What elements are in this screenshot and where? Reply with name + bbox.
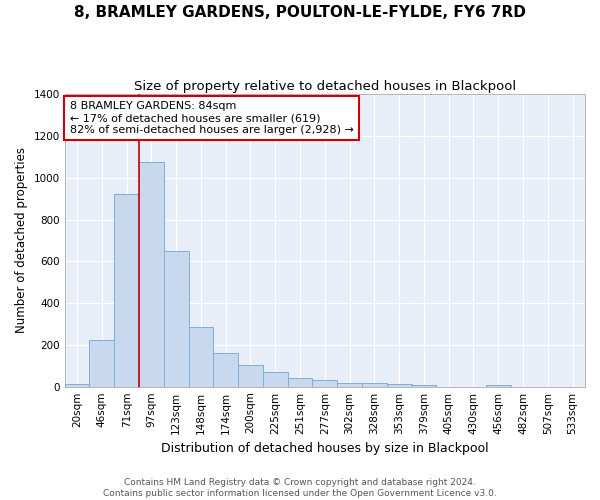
- Bar: [313, 380, 337, 386]
- Bar: [238, 364, 263, 386]
- Bar: [214, 354, 238, 386]
- Bar: [486, 384, 511, 386]
- Bar: [139, 162, 164, 386]
- Bar: [362, 382, 387, 386]
- Bar: [188, 327, 214, 386]
- X-axis label: Distribution of detached houses by size in Blackpool: Distribution of detached houses by size …: [161, 442, 488, 455]
- Text: 8, BRAMLEY GARDENS, POULTON-LE-FYLDE, FY6 7RD: 8, BRAMLEY GARDENS, POULTON-LE-FYLDE, FY…: [74, 5, 526, 20]
- Bar: [89, 340, 114, 386]
- Bar: [65, 384, 89, 386]
- Bar: [114, 194, 139, 386]
- Title: Size of property relative to detached houses in Blackpool: Size of property relative to detached ho…: [134, 80, 516, 93]
- Y-axis label: Number of detached properties: Number of detached properties: [15, 148, 28, 334]
- Bar: [337, 382, 362, 386]
- Bar: [263, 372, 287, 386]
- Bar: [164, 251, 188, 386]
- Text: 8 BRAMLEY GARDENS: 84sqm
← 17% of detached houses are smaller (619)
82% of semi-: 8 BRAMLEY GARDENS: 84sqm ← 17% of detach…: [70, 102, 354, 134]
- Bar: [412, 384, 436, 386]
- Bar: [387, 384, 412, 386]
- Text: Contains HM Land Registry data © Crown copyright and database right 2024.
Contai: Contains HM Land Registry data © Crown c…: [103, 478, 497, 498]
- Bar: [287, 378, 313, 386]
